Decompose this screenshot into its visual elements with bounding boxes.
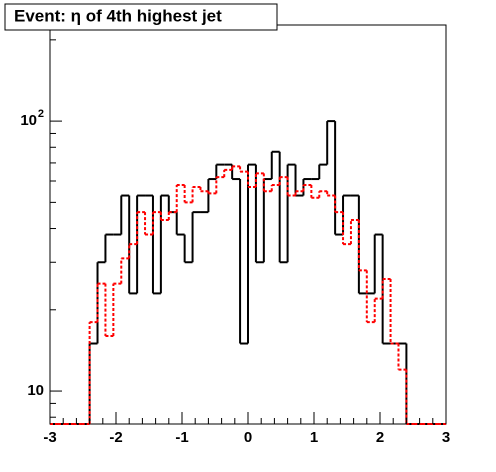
x-tick-label: -2 [109,429,122,446]
y-tick-exponent: 2 [38,108,44,120]
title-box [4,3,278,31]
x-tick-label: -3 [43,429,56,446]
x-tick-label: 0 [244,429,252,446]
x-tick-label: 3 [442,429,450,446]
chart-title: Event: η of 4th highest jet [14,6,222,25]
x-tick-label: 2 [376,429,384,446]
y-tick-label: 10 [27,382,44,399]
y-tick-label: 10 [20,112,37,129]
x-tick-label: 1 [310,429,318,446]
x-tick-label: -1 [175,429,188,446]
